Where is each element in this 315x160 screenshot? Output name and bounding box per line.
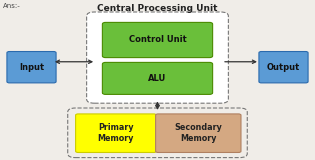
Text: ALU: ALU [148,74,167,83]
Text: Input: Input [19,63,44,72]
FancyBboxPatch shape [102,22,213,58]
FancyBboxPatch shape [156,114,241,152]
FancyBboxPatch shape [68,108,247,158]
FancyBboxPatch shape [7,52,56,83]
FancyBboxPatch shape [87,12,228,103]
FancyBboxPatch shape [102,62,213,94]
Text: Control Unit: Control Unit [129,36,186,44]
FancyBboxPatch shape [259,52,308,83]
Text: Secondary
Memory: Secondary Memory [175,124,222,143]
Text: Central Processing Unit: Central Processing Unit [97,4,218,13]
Text: Primary
Memory: Primary Memory [98,124,134,143]
FancyBboxPatch shape [76,114,156,152]
Text: Output: Output [267,63,300,72]
Text: Ans:-: Ans:- [3,3,21,9]
